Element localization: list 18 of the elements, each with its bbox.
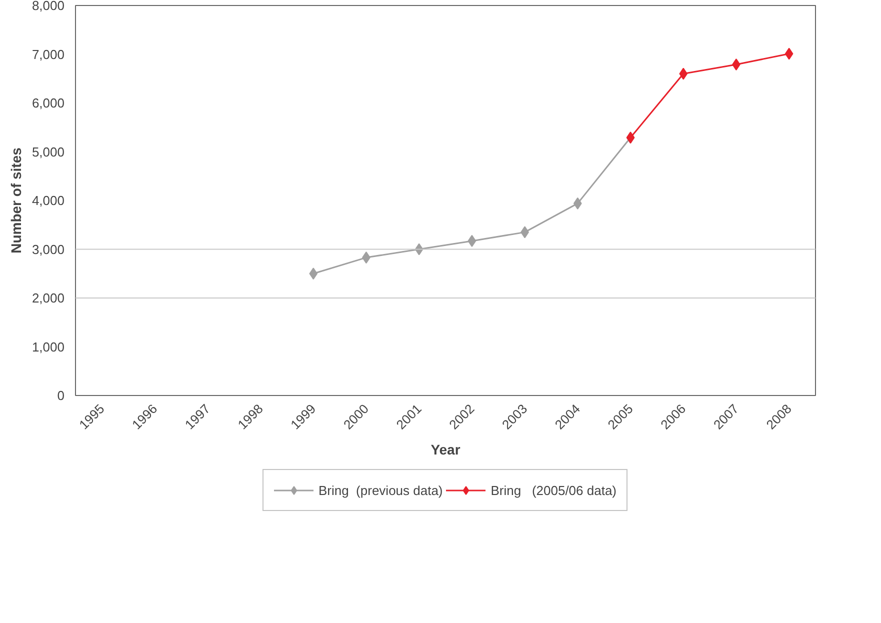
- y-tick-label: 0: [57, 388, 65, 403]
- legend-label: Bring (previous data): [318, 482, 443, 498]
- y-tick-label: 7,000: [32, 46, 65, 62]
- y-tick-label: 6,000: [32, 96, 65, 110]
- x-axis-title: Year: [430, 441, 461, 458]
- y-axis-title: Number of sites: [8, 147, 24, 254]
- legend-label: Bring (2005/06 data): [490, 482, 617, 498]
- point: [309, 268, 318, 280]
- point: [784, 48, 794, 60]
- y-tick-label: 8,000: [32, 0, 65, 13]
- point: [679, 68, 688, 80]
- y-tick-label: 1,000: [32, 339, 65, 354]
- point: [468, 234, 476, 247]
- point: [573, 197, 582, 210]
- y-tick-label: 2,000: [32, 290, 65, 306]
- y-tick-label: 5,000: [32, 144, 65, 160]
- y-tick-label: 4,000: [32, 193, 65, 208]
- y-tick-label: 3,000: [32, 242, 65, 257]
